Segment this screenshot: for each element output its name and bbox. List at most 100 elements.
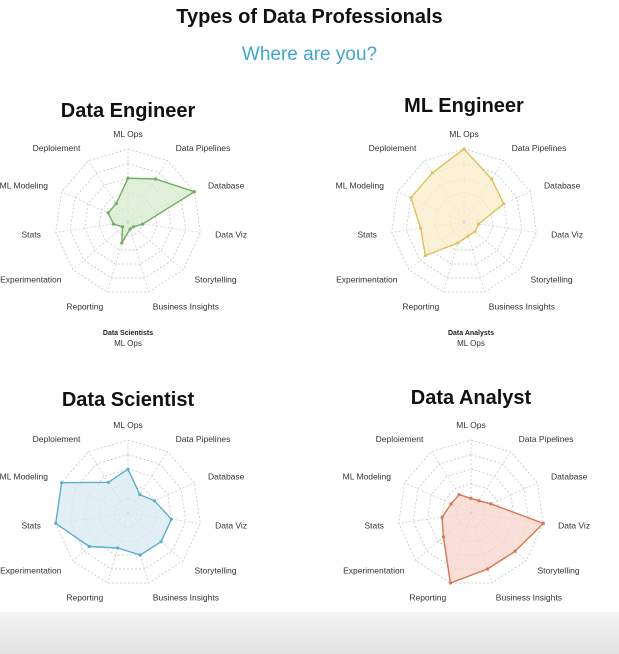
data-point-deploiement [106, 480, 110, 484]
data-point-deploiement [430, 171, 434, 175]
data-point-data-viz [169, 517, 173, 521]
grid-spoke [127, 221, 184, 271]
series-area [107, 177, 197, 244]
axis-label-reporting: Reporting [402, 301, 439, 311]
data-point-data-viz [476, 222, 481, 226]
axis-label-experimentation: Experimentation [336, 275, 398, 285]
data-point-ml-modeling [409, 196, 413, 200]
data-point-storytelling [473, 230, 477, 234]
chart-title-data-analyst: Data Analyst [411, 387, 532, 409]
data-point-reporting [120, 241, 124, 245]
data-point-database [153, 499, 157, 503]
axis-label-business-insights: Business Insights [153, 301, 219, 311]
data-point-database [502, 202, 506, 206]
axis-label-ml-ops: ML Ops [113, 129, 142, 139]
axis-label-experimentation: Experimentation [0, 566, 62, 576]
axis-label-deploiement: Deploiement [369, 143, 417, 153]
grid-spoke [72, 221, 129, 271]
axis-label-business-insights: Business Insights [489, 301, 555, 311]
axis-label-stats: Stats [358, 230, 377, 240]
axis-label-data-pipelines: Data Pipelines [176, 143, 231, 153]
grid-ring [113, 207, 143, 237]
data-point-business-insights [138, 553, 142, 557]
data-point-business-insights [466, 234, 470, 238]
axis-label-ml-ops: ML Ops [113, 420, 142, 430]
bottom-shade [0, 612, 619, 654]
grid-ring [398, 439, 544, 584]
data-point-ml-ops [126, 467, 130, 471]
axis-label-storytelling: Storytelling [531, 275, 573, 285]
radar-data-scientist: ML Ops Data Pipelines Database Data Viz Stor… [0, 420, 247, 602]
data-point-stats [419, 226, 423, 230]
axis-label-data-viz: Data Viz [558, 521, 590, 531]
axis-label-deploiement: Deploiement [33, 434, 81, 444]
axis-label-data-pipelines: Data Pipelines [176, 434, 231, 444]
grid-spoke [127, 221, 149, 293]
axis-label-ml-modeling: ML Modeling [0, 180, 48, 190]
data-point-database [192, 190, 196, 194]
data-point-ml-modeling [449, 502, 453, 506]
axis-label-deploiement: Deploiement [33, 143, 81, 153]
axis-label-storytelling: Storytelling [195, 275, 237, 285]
axis-label-reporting: Reporting [66, 592, 103, 602]
data-point-experimentation [441, 535, 445, 539]
chart-title-data-scientist: Data Scientist [62, 389, 195, 411]
axis-label-business-insights: Business Insights [153, 592, 219, 602]
data-point-ml-ops [462, 147, 466, 151]
page-subtitle: Where are you? [241, 44, 378, 65]
data-point-deploiement [457, 493, 461, 497]
chart-title-data-engineer: Data Engineer [61, 100, 196, 122]
data-point-reporting [456, 241, 460, 245]
axis-label-experimentation: Experimentation [0, 275, 62, 285]
radar-ml-engineer: ML Ops Data Pipelines Database Data Viz Stor… [336, 129, 583, 311]
radar-data-analyst: ML Ops Data Pipelines Database Data Viz Stor… [343, 420, 590, 602]
data-point-experimentation [423, 253, 427, 258]
data-point-business-insights [128, 227, 132, 231]
data-point-stats [54, 521, 58, 526]
data-point-business-insights [485, 567, 490, 571]
axis-label-database: Database [551, 471, 588, 481]
axis-label-ml-ops: ML Ops [449, 129, 478, 139]
data-point-ml-ops [126, 176, 130, 180]
note-data-analysts: Data Analysts [448, 330, 494, 337]
series-area [54, 468, 173, 556]
series-area [441, 493, 545, 584]
axis-label-data-viz: Data Viz [215, 521, 247, 531]
axis-label-ml-ops: ML Ops [456, 420, 485, 430]
series-area [410, 148, 505, 257]
axis-label-database: Database [208, 471, 245, 481]
data-point-stats [440, 515, 444, 519]
data-point-deploiement [114, 202, 118, 206]
data-point-data-viz [541, 521, 545, 526]
axis-label-business-insights: Business Insights [496, 592, 562, 602]
note-ml-ops-left: ML Ops [114, 339, 142, 348]
note-ml-ops-right: ML Ops [457, 339, 485, 348]
page-title: Types of Data Professionals [176, 6, 443, 28]
axis-label-reporting: Reporting [66, 301, 103, 311]
data-point-ml-modeling [60, 481, 64, 485]
axis-label-ml-modeling: ML Modeling [336, 180, 385, 190]
data-point-experimentation [87, 544, 91, 549]
grid-ring [84, 468, 172, 556]
axis-label-ml-modeling: ML Modeling [343, 471, 392, 481]
note-data-scientists: Data Scientists [103, 330, 153, 337]
data-point-storytelling [131, 225, 136, 229]
data-point-experimentation [120, 225, 125, 229]
axis-label-ml-modeling: ML Modeling [0, 471, 48, 481]
grid-ring [427, 468, 515, 556]
data-point-reporting [116, 546, 120, 550]
axis-label-data-viz: Data Viz [551, 230, 583, 240]
axis-label-data-pipelines: Data Pipelines [512, 143, 567, 153]
grid-ring [391, 148, 537, 293]
data-point-data-pipelines [490, 177, 494, 181]
axis-label-database: Database [208, 180, 245, 190]
data-point-data-pipelines [477, 499, 481, 503]
axis-label-experimentation: Experimentation [343, 566, 405, 576]
data-point-stats [111, 222, 116, 226]
data-point-storytelling [513, 549, 517, 553]
data-point-reporting [448, 581, 452, 585]
data-point-data-viz [140, 222, 145, 226]
chart-title-ml-engineer: ML Engineer [404, 95, 524, 117]
axis-label-storytelling: Storytelling [538, 566, 580, 576]
